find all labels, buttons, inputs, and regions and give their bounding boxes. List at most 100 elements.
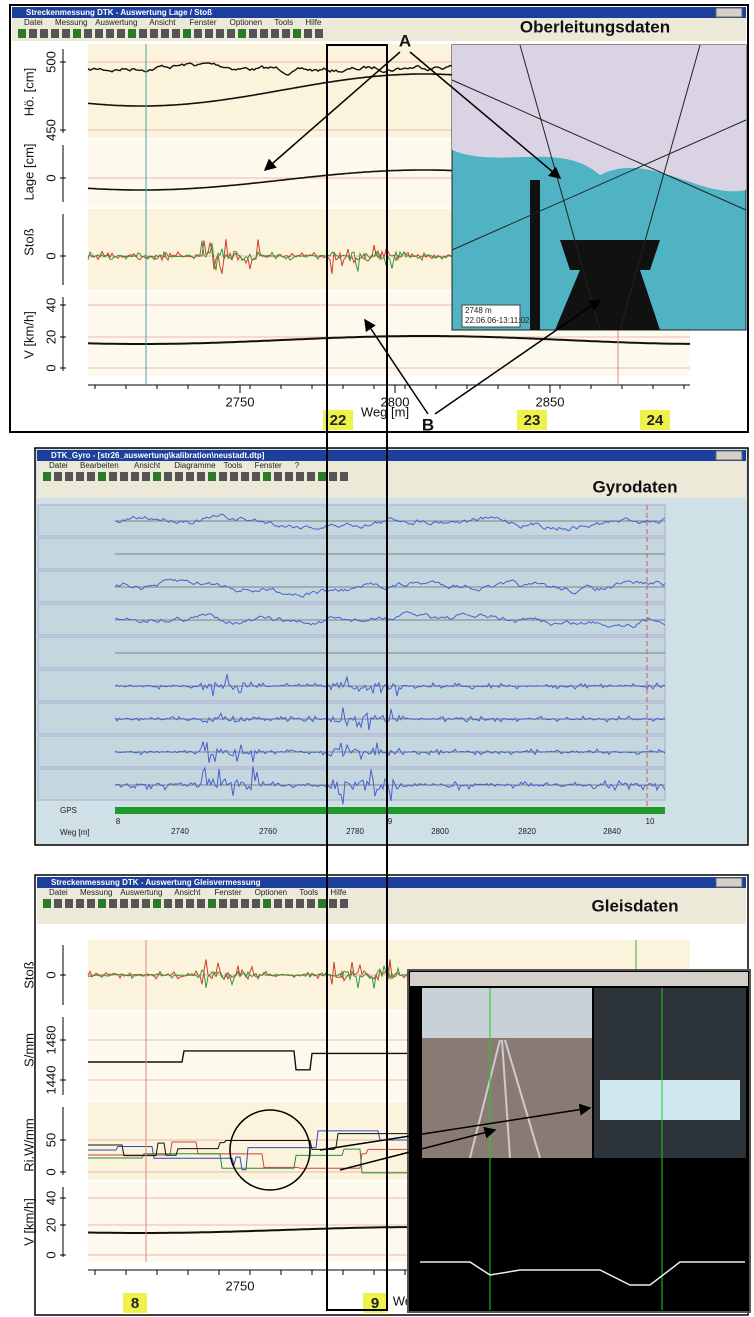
toolbar-button[interactable] xyxy=(76,472,84,481)
toolbar-button[interactable] xyxy=(263,472,271,481)
toolbar-button[interactable] xyxy=(241,899,249,908)
toolbar-button[interactable] xyxy=(227,29,235,38)
toolbar-button[interactable] xyxy=(252,472,260,481)
toolbar-button[interactable] xyxy=(106,29,114,38)
menu-item[interactable]: Messung xyxy=(80,888,112,897)
menu-item[interactable]: Hilfe xyxy=(305,18,322,27)
toolbar-button[interactable] xyxy=(271,29,279,38)
menu-item[interactable]: Bearbeiten xyxy=(80,461,119,470)
menu-item[interactable]: Fenster xyxy=(214,888,241,897)
toolbar-button[interactable] xyxy=(230,472,238,481)
menu-item[interactable]: Ansicht xyxy=(134,461,161,470)
menu-item[interactable]: Tools xyxy=(274,18,293,27)
toolbar-button[interactable] xyxy=(153,472,161,481)
toolbar-button[interactable] xyxy=(186,899,194,908)
toolbar-button[interactable] xyxy=(208,472,216,481)
toolbar-button[interactable] xyxy=(197,472,205,481)
toolbar-button[interactable] xyxy=(139,29,147,38)
menu-item[interactable]: Optionen xyxy=(255,888,287,897)
menu-item[interactable]: Tools xyxy=(224,461,243,470)
toolbar-button[interactable] xyxy=(296,899,304,908)
toolbar-button[interactable] xyxy=(219,899,227,908)
toolbar-button[interactable] xyxy=(194,29,202,38)
toolbar-button[interactable] xyxy=(216,29,224,38)
toolbar-button[interactable] xyxy=(84,29,92,38)
toolbar-button[interactable] xyxy=(175,472,183,481)
toolbar-button[interactable] xyxy=(65,899,73,908)
toolbar-button[interactable] xyxy=(252,899,260,908)
menu-item[interactable]: Fenster xyxy=(189,18,216,27)
toolbar-button[interactable] xyxy=(117,29,125,38)
toolbar-button[interactable] xyxy=(95,29,103,38)
toolbar-button[interactable] xyxy=(175,899,183,908)
toolbar-button[interactable] xyxy=(43,899,51,908)
toolbar-button[interactable] xyxy=(54,472,62,481)
toolbar-button[interactable] xyxy=(54,899,62,908)
menu-item[interactable]: Datei xyxy=(24,18,43,27)
toolbar-button[interactable] xyxy=(197,899,205,908)
menu-item[interactable]: Optionen xyxy=(230,18,262,27)
toolbar-button[interactable] xyxy=(241,472,249,481)
toolbar-button[interactable] xyxy=(128,29,136,38)
toolbar-button[interactable] xyxy=(131,472,139,481)
toolbar-button[interactable] xyxy=(98,899,106,908)
toolbar-button[interactable] xyxy=(296,472,304,481)
toolbar-button[interactable] xyxy=(274,472,282,481)
toolbar-button[interactable] xyxy=(164,899,172,908)
menu-item[interactable]: Diagramme xyxy=(174,461,216,470)
toolbar-button[interactable] xyxy=(307,899,315,908)
toolbar-button[interactable] xyxy=(164,472,172,481)
toolbar-button[interactable] xyxy=(76,899,84,908)
toolbar-button[interactable] xyxy=(109,472,117,481)
toolbar-button[interactable] xyxy=(120,899,128,908)
toolbar-button[interactable] xyxy=(304,29,312,38)
toolbar-button[interactable] xyxy=(65,472,73,481)
menu-item[interactable]: ? xyxy=(295,461,300,470)
toolbar-button[interactable] xyxy=(329,899,337,908)
toolbar-button[interactable] xyxy=(219,472,227,481)
toolbar-button[interactable] xyxy=(120,472,128,481)
toolbar-button[interactable] xyxy=(87,899,95,908)
toolbar-button[interactable] xyxy=(318,472,326,481)
toolbar-button[interactable] xyxy=(142,899,150,908)
menu-item[interactable]: Datei xyxy=(49,461,68,470)
menu-item[interactable]: Ansicht xyxy=(149,18,176,27)
toolbar-button[interactable] xyxy=(307,472,315,481)
toolbar-button[interactable] xyxy=(161,29,169,38)
toolbar-button[interactable] xyxy=(285,899,293,908)
toolbar-button[interactable] xyxy=(43,472,51,481)
menu-item[interactable]: Fenster xyxy=(255,461,282,470)
toolbar-button[interactable] xyxy=(318,899,326,908)
toolbar-button[interactable] xyxy=(263,899,271,908)
toolbar-button[interactable] xyxy=(329,472,337,481)
toolbar-button[interactable] xyxy=(230,899,238,908)
toolbar-button[interactable] xyxy=(186,472,194,481)
toolbar-button[interactable] xyxy=(109,899,117,908)
toolbar-button[interactable] xyxy=(260,29,268,38)
toolbar-button[interactable] xyxy=(285,472,293,481)
menu-item[interactable]: Ansicht xyxy=(174,888,201,897)
menu-item[interactable]: Datei xyxy=(49,888,68,897)
toolbar-button[interactable] xyxy=(293,29,301,38)
toolbar-button[interactable] xyxy=(51,29,59,38)
toolbar-button[interactable] xyxy=(131,899,139,908)
toolbar-button[interactable] xyxy=(315,29,323,38)
toolbar-button[interactable] xyxy=(249,29,257,38)
toolbar-button[interactable] xyxy=(172,29,180,38)
toolbar-button[interactable] xyxy=(150,29,158,38)
toolbar-button[interactable] xyxy=(282,29,290,38)
menu-item[interactable]: Tools xyxy=(299,888,318,897)
menu-item[interactable]: Hilfe xyxy=(330,888,347,897)
toolbar-button[interactable] xyxy=(205,29,213,38)
toolbar-button[interactable] xyxy=(18,29,26,38)
toolbar-button[interactable] xyxy=(73,29,81,38)
toolbar-button[interactable] xyxy=(29,29,37,38)
toolbar-button[interactable] xyxy=(153,899,161,908)
menu-item[interactable]: Messung xyxy=(55,18,87,27)
toolbar-button[interactable] xyxy=(340,472,348,481)
toolbar-button[interactable] xyxy=(183,29,191,38)
menu-item[interactable]: Auswertung xyxy=(120,888,162,897)
toolbar-button[interactable] xyxy=(208,899,216,908)
toolbar-button[interactable] xyxy=(98,472,106,481)
toolbar-button[interactable] xyxy=(62,29,70,38)
